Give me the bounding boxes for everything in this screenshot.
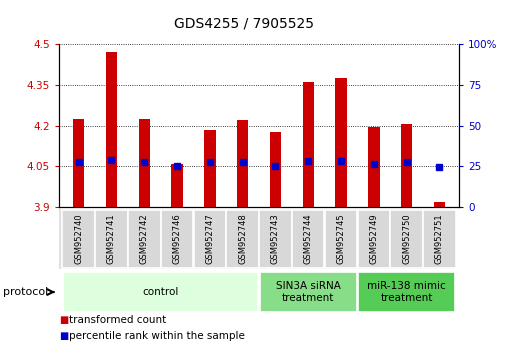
Text: GSM952741: GSM952741	[107, 213, 116, 264]
Text: GSM952743: GSM952743	[271, 213, 280, 264]
Text: control: control	[143, 287, 179, 297]
Bar	[237, 120, 248, 207]
Text: GSM952742: GSM952742	[140, 213, 149, 264]
Bar	[95, 210, 128, 268]
Bar	[368, 127, 380, 207]
Bar	[63, 272, 259, 313]
Text: transformed count: transformed count	[69, 315, 167, 325]
Bar	[325, 210, 357, 268]
Bar	[336, 78, 347, 207]
Text: GSM952744: GSM952744	[304, 213, 313, 264]
Bar	[161, 210, 193, 268]
Text: GSM952751: GSM952751	[435, 213, 444, 264]
Bar	[270, 132, 281, 207]
Text: GSM952740: GSM952740	[74, 213, 83, 264]
Bar	[106, 52, 117, 207]
Text: GSM952746: GSM952746	[172, 213, 182, 264]
Bar	[303, 82, 314, 207]
Text: GSM952749: GSM952749	[369, 213, 379, 264]
Bar	[139, 119, 150, 207]
Bar	[63, 210, 95, 268]
Bar	[193, 210, 226, 268]
Text: GSM952747: GSM952747	[205, 213, 214, 264]
Text: GDS4255 / 7905525: GDS4255 / 7905525	[174, 16, 313, 30]
Bar	[260, 272, 357, 313]
Bar	[433, 202, 445, 207]
Bar	[204, 130, 215, 207]
Bar	[259, 210, 292, 268]
Bar	[358, 210, 390, 268]
Text: miR-138 mimic
treatment: miR-138 mimic treatment	[367, 281, 446, 303]
Text: SIN3A siRNA
treatment: SIN3A siRNA treatment	[276, 281, 341, 303]
Bar	[390, 210, 423, 268]
Bar	[73, 119, 85, 207]
Bar	[171, 164, 183, 207]
Bar	[226, 210, 259, 268]
Text: GSM952745: GSM952745	[337, 213, 346, 264]
Bar	[128, 210, 161, 268]
Bar	[401, 124, 412, 207]
Text: protocol: protocol	[3, 287, 48, 297]
Bar	[292, 210, 325, 268]
Text: GSM952748: GSM952748	[238, 213, 247, 264]
Text: GSM952750: GSM952750	[402, 213, 411, 264]
Bar	[423, 210, 456, 268]
Bar	[358, 272, 455, 313]
Text: ■: ■	[59, 331, 68, 341]
Text: percentile rank within the sample: percentile rank within the sample	[69, 331, 245, 341]
Text: ■: ■	[59, 315, 68, 325]
